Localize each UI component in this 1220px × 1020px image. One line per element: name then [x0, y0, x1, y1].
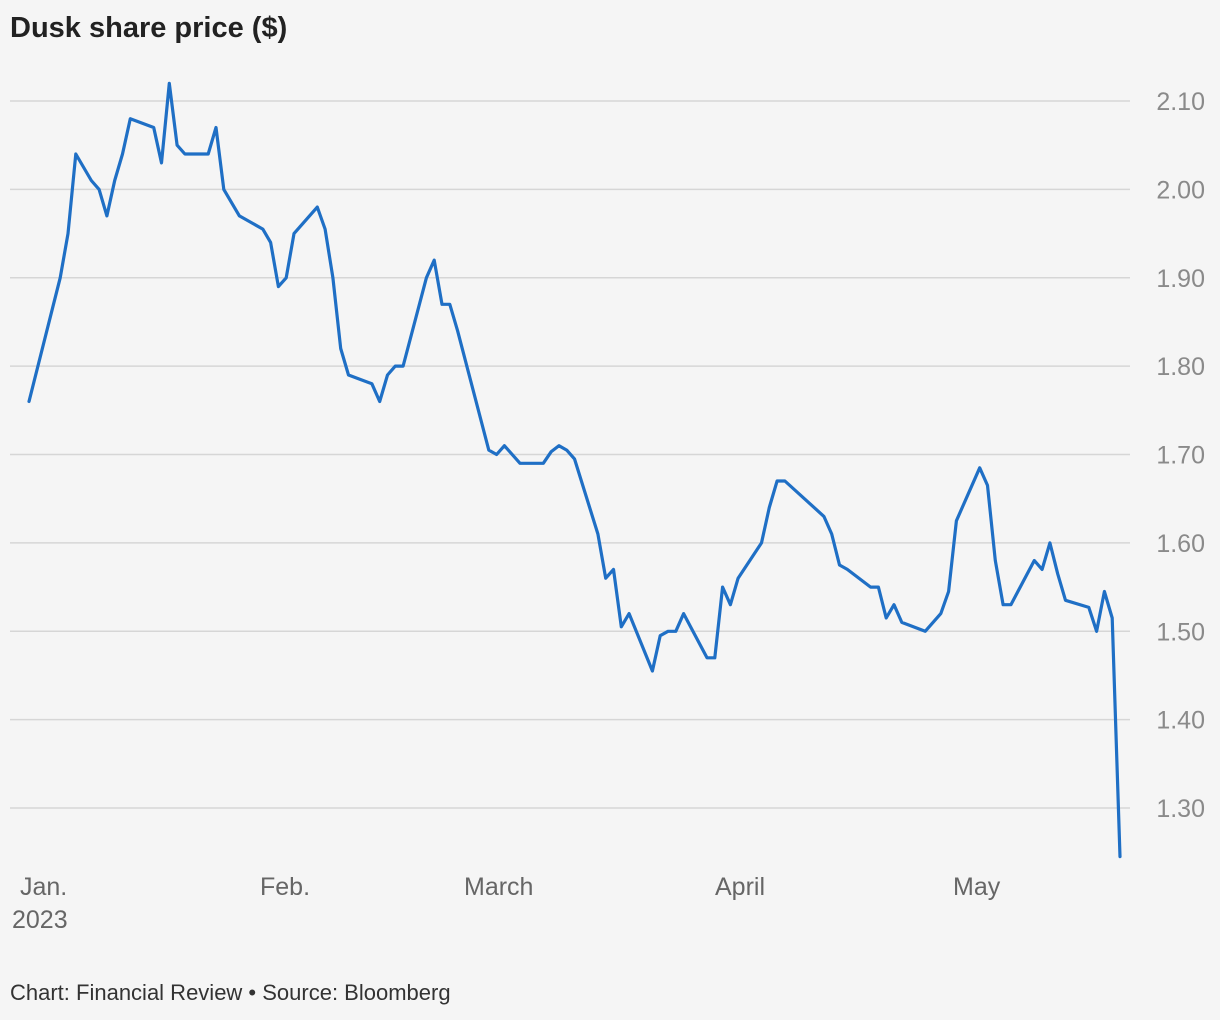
grid-lines — [10, 100, 1130, 809]
y-tick-label: 1.60 — [1156, 530, 1205, 558]
y-tick-label: 1.40 — [1156, 707, 1205, 735]
y-axis: 2.10 2.00 1.90 1.80 1.70 1.60 1.50 1.40 1.30 — [1156, 88, 1205, 823]
y-tick-label: 1.80 — [1156, 353, 1205, 381]
x-axis: Jan. 2023 Feb. March April May — [12, 873, 1001, 934]
series-group — [27, 81, 1122, 859]
chart-source: Chart: Financial Review • Source: Bloomb… — [10, 980, 451, 1005]
y-tick-label: 1.70 — [1156, 442, 1205, 470]
chart-title: Dusk share price ($) — [10, 12, 288, 44]
y-tick-label: 2.00 — [1156, 176, 1205, 204]
x-tick-label: May — [953, 873, 1001, 901]
x-tick-sublabel: 2023 — [12, 906, 68, 934]
x-tick-label: March — [464, 873, 533, 901]
x-tick-label: Jan. — [20, 873, 67, 901]
x-tick-label: April — [715, 873, 765, 901]
x-tick-label: Feb. — [260, 873, 310, 901]
series-line — [27, 81, 1122, 859]
y-tick-label: 1.50 — [1156, 618, 1205, 646]
y-tick-label: 1.90 — [1156, 265, 1205, 293]
y-tick-label: 2.10 — [1156, 88, 1205, 116]
y-tick-label: 1.30 — [1156, 795, 1205, 823]
